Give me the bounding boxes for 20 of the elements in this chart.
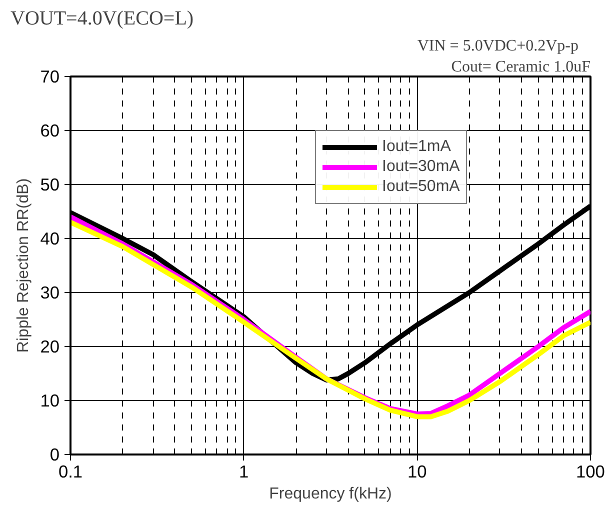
x-tick-label: 100 (576, 462, 605, 482)
y-tick-label: 30 (40, 282, 60, 302)
text: Cout= Ceramic 1.0uF (451, 58, 591, 76)
legend-label: Iout=1mA (382, 138, 451, 156)
y-axis-title: Ripple Rejection RR(dB) (15, 178, 32, 353)
legend-label: Iout=50mA (382, 178, 460, 196)
y-tick-label: 40 (40, 228, 60, 248)
y-tick-label: 60 (40, 120, 60, 140)
y-tick-label: 50 (40, 174, 60, 194)
x-tick-label: 0.1 (58, 462, 83, 482)
x-tick-label: 1 (239, 462, 249, 482)
y-tick-label: 70 (40, 66, 60, 86)
text: VIN = 5.0VDC+0.2Vp-p (417, 38, 579, 54)
chart-title: VOUT=4.0V(ECO=L) (10, 8, 194, 30)
legend-label: Iout=30mA (382, 158, 460, 176)
x-axis-title: Frequency f(kHz) (269, 486, 392, 502)
x-tick-label: 10 (408, 462, 427, 482)
y-tick-label: 0 (50, 444, 60, 464)
y-tick-label: 20 (40, 336, 60, 356)
y-tick-label: 10 (40, 390, 60, 410)
